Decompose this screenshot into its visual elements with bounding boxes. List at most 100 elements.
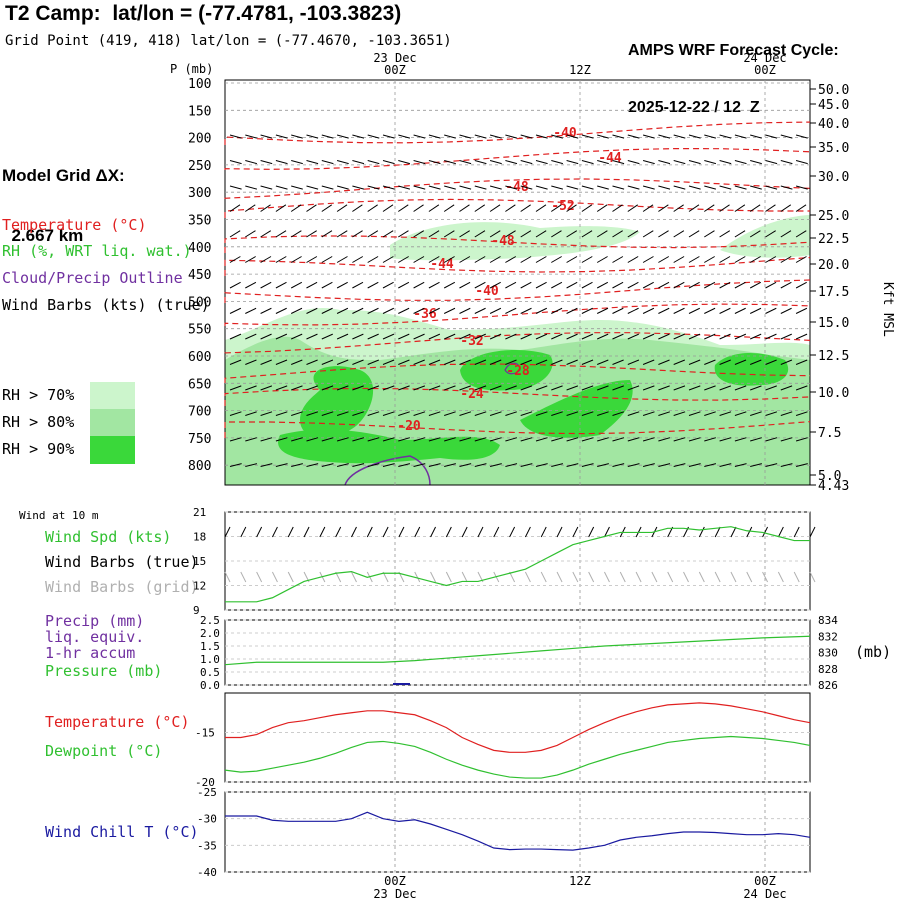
pressure-line bbox=[225, 636, 810, 664]
wind-barb bbox=[276, 186, 288, 189]
legend-swatch-rh70 bbox=[90, 382, 135, 409]
isotherm-line bbox=[225, 122, 810, 145]
wind-barb-true bbox=[431, 527, 436, 537]
isotherm-line bbox=[225, 149, 810, 170]
wind-barb bbox=[643, 282, 654, 288]
chill-panel-frame bbox=[225, 792, 810, 872]
wind-barb bbox=[658, 257, 668, 263]
wind-barb bbox=[383, 282, 394, 288]
wind-barb-grid bbox=[288, 572, 293, 582]
wind-barb bbox=[414, 186, 426, 189]
wind-barb bbox=[245, 231, 255, 237]
wind-barb-true bbox=[510, 527, 515, 537]
height-tick-label: 50.0 bbox=[818, 83, 849, 98]
wind-barb bbox=[521, 205, 531, 212]
wind-barb bbox=[245, 308, 256, 313]
bottom-date-label: 24 Dec bbox=[743, 887, 786, 900]
wind-barb bbox=[245, 161, 257, 164]
isotherm-label: -40 bbox=[553, 126, 577, 141]
wind-barb bbox=[337, 135, 349, 138]
wind-tick-label: 12 bbox=[193, 580, 206, 593]
wind-panel-frame bbox=[225, 512, 810, 610]
wind-barb bbox=[674, 231, 684, 237]
pressure-tick-label: 700 bbox=[188, 405, 211, 420]
wind-barb-grid bbox=[541, 572, 546, 582]
wind-barb bbox=[766, 308, 777, 313]
wind-barb bbox=[398, 161, 410, 164]
bottom-time-label: 12Z bbox=[569, 874, 591, 888]
pressure-tick-label: 400 bbox=[188, 241, 211, 256]
wind-tick-label: 21 bbox=[193, 506, 206, 519]
wind-barb bbox=[536, 205, 546, 212]
wind-barb-true bbox=[462, 527, 467, 537]
wind-barb bbox=[368, 205, 378, 212]
wind-barb bbox=[245, 186, 257, 189]
wind-barb bbox=[414, 282, 425, 288]
wind-barb bbox=[781, 334, 792, 339]
wind-barb bbox=[307, 135, 319, 138]
wind-speed-line bbox=[225, 527, 810, 602]
wind-barb bbox=[261, 186, 273, 189]
wind-barb-grid bbox=[668, 572, 673, 582]
wind-barb bbox=[444, 282, 455, 288]
wind-barb bbox=[582, 282, 593, 288]
wind-barb bbox=[230, 231, 240, 237]
wind-barb-grid bbox=[699, 572, 704, 582]
wind-barb bbox=[735, 257, 745, 263]
wind-barb-true bbox=[383, 527, 388, 537]
wind-barb bbox=[307, 161, 319, 164]
wind-barb-grid bbox=[684, 572, 689, 582]
wind-barb-true bbox=[257, 527, 262, 537]
wind-barb bbox=[582, 257, 592, 263]
wind-barb bbox=[628, 282, 639, 288]
wind-barb bbox=[643, 186, 655, 189]
pressure-tick-label-right: 834 bbox=[818, 614, 838, 627]
pressure-tick-label-right: 832 bbox=[818, 630, 838, 643]
wind-barb bbox=[658, 186, 670, 189]
wind-barb bbox=[582, 186, 594, 189]
pressure-tick-label: 350 bbox=[188, 214, 211, 229]
height-tick-label: 17.5 bbox=[818, 285, 849, 300]
wind-barb bbox=[322, 257, 332, 263]
wind-barb bbox=[444, 186, 456, 189]
wind-barb bbox=[322, 205, 332, 212]
wind-barb bbox=[429, 282, 440, 288]
wind-barb bbox=[597, 186, 609, 189]
wind-barb bbox=[383, 161, 395, 164]
legend-swatch-rh90 bbox=[90, 436, 135, 464]
height-axis-title: Kft MSL bbox=[880, 282, 895, 337]
wind-barb-grid bbox=[778, 572, 783, 582]
wind-barb bbox=[490, 205, 500, 212]
wind-barb bbox=[490, 186, 502, 189]
wind-barb bbox=[429, 186, 441, 189]
precip-tick-label: 2.0 bbox=[200, 627, 220, 640]
wind-barb-grid bbox=[731, 572, 736, 582]
meteogram: T2 Camp: lat/lon = (-77.4781, -103.3823)… bbox=[0, 0, 900, 900]
wind-barb bbox=[398, 205, 408, 212]
wind-barb bbox=[658, 161, 670, 164]
wind-barb bbox=[337, 161, 349, 164]
wind-barb-grid bbox=[241, 572, 246, 582]
wind-barb bbox=[613, 205, 623, 212]
wind-barb bbox=[720, 161, 732, 164]
wind-barb bbox=[689, 308, 700, 313]
wind-barb bbox=[307, 205, 317, 212]
wind-barb bbox=[505, 205, 515, 212]
wind-barb bbox=[460, 308, 471, 313]
pressure-tick-label: 100 bbox=[188, 77, 211, 92]
wind-barb-true bbox=[272, 527, 277, 537]
rh70-area-upper bbox=[390, 222, 640, 260]
height-tick-label: 40.0 bbox=[818, 117, 849, 132]
wind-barb bbox=[643, 161, 655, 164]
wind-barb bbox=[521, 282, 532, 288]
precip-tick-label: 1.0 bbox=[200, 653, 220, 666]
wind-barb bbox=[628, 308, 639, 313]
wind-barb bbox=[505, 161, 517, 164]
wind-barb bbox=[689, 161, 701, 164]
pressure-tick-label: 600 bbox=[188, 350, 211, 365]
wind-barb bbox=[551, 282, 562, 288]
wind-barb bbox=[475, 205, 485, 212]
height-tick-label: 25.0 bbox=[818, 209, 849, 224]
wind-barb-true bbox=[573, 527, 578, 537]
wind-barb bbox=[322, 161, 334, 164]
